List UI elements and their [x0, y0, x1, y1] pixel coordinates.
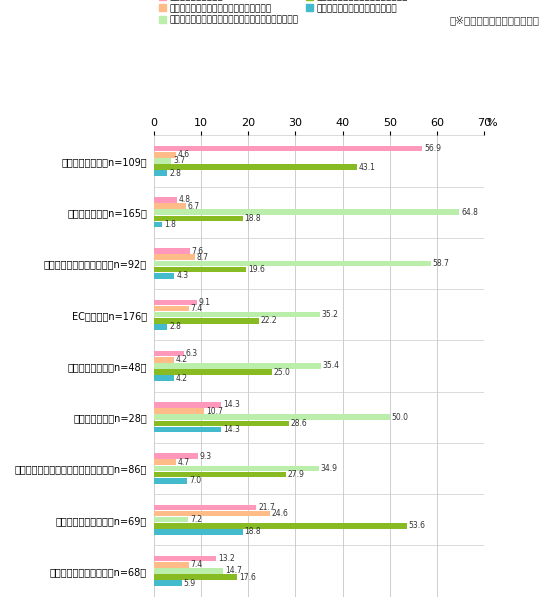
Bar: [154, 215, 243, 221]
Text: 56.9: 56.9: [424, 144, 441, 153]
Bar: [154, 273, 174, 279]
Text: 4.2: 4.2: [175, 355, 188, 364]
Bar: [154, 351, 184, 357]
Text: 8.7: 8.7: [197, 253, 209, 262]
Bar: [154, 562, 189, 568]
Bar: [154, 146, 422, 151]
Bar: [154, 203, 185, 209]
Bar: [154, 170, 167, 176]
Text: %: %: [486, 117, 497, 127]
Bar: [154, 459, 176, 465]
Bar: [154, 453, 198, 459]
Bar: [154, 357, 174, 363]
Bar: [154, 402, 222, 408]
Bar: [154, 363, 321, 369]
Text: 7.2: 7.2: [190, 515, 202, 524]
Bar: [154, 369, 272, 375]
Bar: [154, 421, 289, 426]
Text: 6.7: 6.7: [188, 202, 200, 210]
Text: 5.9: 5.9: [184, 579, 196, 588]
Text: 14.3: 14.3: [223, 400, 240, 410]
Text: 19.6: 19.6: [248, 265, 265, 274]
Text: 21.7: 21.7: [258, 503, 275, 512]
Text: 18.8: 18.8: [245, 214, 261, 223]
Bar: [154, 152, 175, 157]
Bar: [154, 197, 177, 203]
Text: 4.8: 4.8: [179, 196, 190, 204]
Bar: [154, 427, 222, 432]
Bar: [154, 248, 190, 254]
Text: 7.0: 7.0: [189, 476, 201, 485]
Bar: [154, 255, 195, 260]
Text: 14.7: 14.7: [225, 566, 242, 576]
Bar: [154, 267, 246, 272]
Bar: [154, 164, 357, 170]
Text: 14.3: 14.3: [223, 425, 240, 434]
Text: 3.7: 3.7: [173, 156, 185, 165]
Bar: [154, 523, 406, 529]
Text: 50.0: 50.0: [392, 413, 409, 422]
Text: 4.7: 4.7: [178, 458, 190, 467]
Bar: [154, 375, 174, 381]
Text: 43.1: 43.1: [359, 162, 376, 172]
Bar: [154, 300, 197, 305]
Text: 9.3: 9.3: [200, 451, 212, 461]
Text: 58.7: 58.7: [433, 259, 449, 268]
Text: 9.1: 9.1: [199, 298, 211, 307]
Text: 18.8: 18.8: [245, 528, 261, 536]
Text: 7.6: 7.6: [192, 247, 204, 256]
Text: 24.6: 24.6: [272, 509, 289, 518]
Bar: [154, 324, 167, 330]
Bar: [154, 581, 182, 586]
Text: 4.2: 4.2: [175, 374, 188, 383]
Text: 35.4: 35.4: [323, 362, 340, 370]
Text: 6.3: 6.3: [185, 349, 197, 358]
Text: 0: 0: [151, 117, 157, 127]
Bar: [154, 478, 187, 483]
Text: 2.8: 2.8: [169, 169, 181, 178]
Bar: [154, 408, 205, 414]
Bar: [154, 510, 270, 517]
Text: 13.2: 13.2: [218, 554, 235, 563]
Bar: [154, 568, 223, 574]
Text: 7.4: 7.4: [191, 304, 203, 313]
Text: 4.6: 4.6: [178, 150, 190, 159]
Text: 35.2: 35.2: [322, 310, 339, 319]
Text: 10.7: 10.7: [206, 407, 223, 416]
Bar: [154, 312, 320, 317]
Bar: [154, 529, 243, 535]
Bar: [154, 415, 390, 420]
Text: 53.6: 53.6: [409, 522, 426, 530]
Text: 22.2: 22.2: [261, 316, 277, 325]
Text: 2.8: 2.8: [169, 322, 181, 331]
Legend: 日課になっているから, 発信する企業・サイトの事を知りたいから, プレゼント応募や特典などがあり、お得感があるから, いち早く情報を知ることが出来るから, メー: 日課になっているから, 発信する企業・サイトの事を知りたいから, プレゼント応募…: [158, 0, 408, 25]
Text: 7.4: 7.4: [191, 560, 203, 569]
Text: 64.8: 64.8: [461, 208, 478, 216]
Bar: [154, 466, 318, 471]
Text: 4.3: 4.3: [176, 271, 188, 280]
Bar: [154, 209, 459, 215]
Text: 28.6: 28.6: [291, 419, 307, 428]
Bar: [154, 221, 162, 228]
Text: 25.0: 25.0: [274, 368, 290, 376]
Text: 27.9: 27.9: [288, 470, 304, 479]
Text: 1.8: 1.8: [164, 220, 176, 229]
Bar: [154, 306, 189, 311]
Bar: [154, 556, 216, 561]
Bar: [154, 504, 256, 510]
Bar: [154, 318, 258, 323]
Bar: [154, 158, 172, 164]
Text: 17.6: 17.6: [239, 573, 256, 582]
Text: 『※それぞれメルマガ受信者』: 『※それぞれメルマガ受信者』: [449, 15, 539, 25]
Bar: [154, 261, 431, 266]
Bar: [154, 472, 285, 477]
Bar: [154, 574, 237, 580]
Text: 34.9: 34.9: [321, 464, 337, 473]
Bar: [154, 517, 188, 523]
